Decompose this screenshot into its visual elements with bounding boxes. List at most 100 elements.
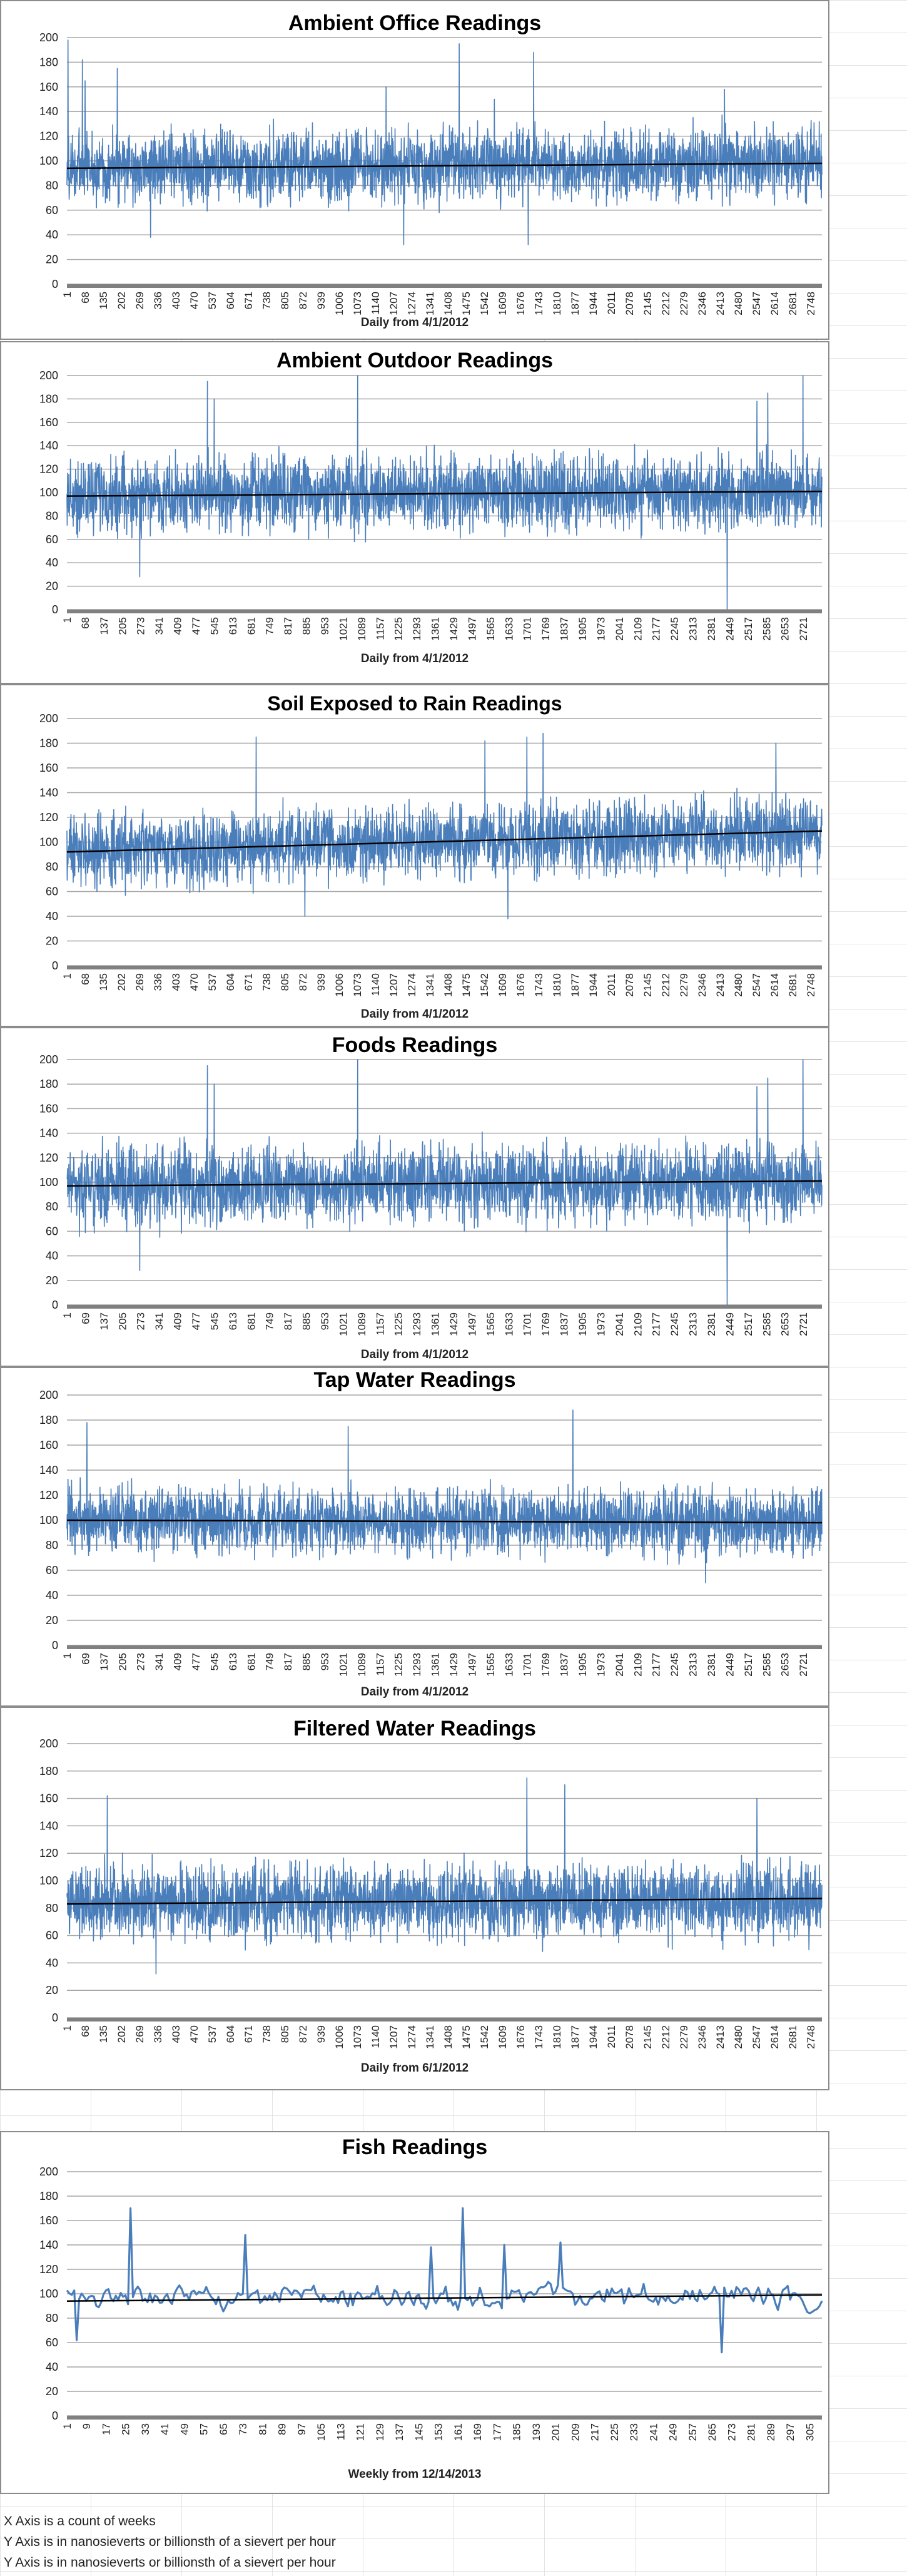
chart-title: Tap Water Readings [313, 1368, 515, 1392]
x-tick-label: 193 [530, 2423, 542, 2441]
x-tick-label: 1073 [352, 2025, 363, 2049]
x-tick-label: 738 [261, 973, 273, 991]
y-tick-label: 40 [46, 228, 58, 241]
x-tick-label: 1 [61, 2423, 73, 2429]
x-tick-label: 2145 [642, 292, 654, 315]
series-line [66, 1059, 823, 1306]
y-tick-label: 140 [39, 1127, 58, 1140]
x-tick-label: 1274 [406, 2025, 418, 2049]
y-tick-label: 160 [39, 1792, 58, 1805]
x-tick-label: 1676 [515, 2025, 527, 2049]
x-tick-label: 1565 [485, 1312, 497, 1336]
x-tick-label: 202 [116, 292, 128, 309]
x-tick-label: 1944 [587, 2025, 599, 2049]
x-tick-label: 1073 [352, 292, 363, 315]
x-tick-label: 1157 [374, 617, 386, 640]
chart-panel: Soil Exposed to Rain Readings 0 20 40 60 80 10… [0, 684, 829, 1027]
y-tick-label: 20 [46, 1274, 58, 1287]
y-tick-label: 60 [46, 204, 58, 217]
x-tick-label: 2145 [642, 973, 654, 997]
x-tick-label: 953 [319, 1653, 331, 1670]
x-tick-label: 68 [79, 973, 91, 985]
x-tick-label: 1408 [442, 973, 454, 997]
x-tick-label: 49 [178, 2423, 190, 2435]
x-tick-label: 1 [61, 973, 73, 979]
x-tick-label: 2078 [624, 2025, 636, 2049]
x-tick-label: 1 [61, 1653, 73, 1659]
x-tick-label: 2413 [714, 2025, 726, 2049]
x-tick-label: 1157 [374, 1653, 386, 1676]
x-tick-label: 1 [61, 1312, 73, 1318]
x-tick-label: 681 [245, 617, 257, 635]
x-tick-label: 217 [589, 2423, 601, 2441]
x-tick-label: 2614 [769, 292, 781, 315]
x-tick-label: 305 [804, 2423, 816, 2441]
x-tick-label: 1006 [333, 973, 345, 997]
x-tick-label: 2381 [706, 1312, 717, 1336]
x-tick-label: 1905 [577, 1312, 589, 1336]
x-tick-label: 185 [511, 2423, 523, 2441]
x-tick-label: 2681 [787, 292, 799, 315]
x-tick-label: 604 [225, 2025, 236, 2043]
x-tick-label: 477 [190, 1312, 202, 1330]
x-tick-label: 2041 [614, 1653, 626, 1677]
x-tick-label: 2381 [706, 1653, 717, 1677]
x-tick-label: 1341 [424, 2025, 436, 2049]
x-tick-label: 2212 [660, 2025, 672, 2049]
y-tick-label: 20 [46, 580, 58, 593]
x-tick-label: 1905 [577, 1653, 589, 1677]
x-tick-label: 341 [153, 1653, 165, 1670]
y-tick-label: 200 [39, 1737, 58, 1750]
x-tick-label: 145 [413, 2423, 425, 2441]
x-tick-label: 97 [296, 2423, 308, 2435]
x-tick-label: 749 [264, 1653, 276, 1670]
y-tick-label: 100 [39, 2287, 58, 2300]
chart-svg: Fish Readings 0 20 40 60 80 100 120 140 160 180 200… [39, 2135, 823, 2481]
y-tick-label: 180 [39, 1414, 58, 1426]
y-tick-label: 120 [39, 2263, 58, 2276]
x-tick-label: 885 [301, 1653, 313, 1670]
x-tick-label: 281 [746, 2423, 758, 2441]
x-tick-label: 137 [393, 2423, 405, 2441]
series-line [66, 1409, 823, 1583]
x-tick-label: 205 [116, 617, 128, 635]
x-tick-label: 1021 [337, 1312, 349, 1336]
x-tick-label: 2245 [669, 617, 681, 641]
y-tick-label: 100 [39, 486, 58, 499]
x-tick-label: 1157 [374, 1312, 386, 1336]
x-tick-label: 2078 [624, 292, 636, 315]
trend-line [66, 830, 823, 853]
y-tick-label: 0 [52, 2011, 58, 2024]
x-tick-label: 161 [452, 2423, 464, 2441]
x-tick-label: 2177 [651, 1653, 662, 1677]
x-tick-label: 341 [153, 1312, 165, 1330]
y-tick-label: 0 [52, 278, 58, 290]
x-tick-label: 2721 [798, 617, 809, 641]
chart-panel: Ambient Outdoor Readings 0 20 40 60 80 100 120 1… [0, 341, 829, 684]
x-tick-label: 1021 [337, 1653, 349, 1677]
x-tick-label: 2313 [687, 617, 699, 641]
x-tick-label: 69 [79, 1312, 91, 1324]
x-tick-label: 33 [139, 2423, 151, 2435]
x-tick-label: 269 [134, 292, 146, 309]
x-tick-label: 1073 [352, 973, 363, 997]
chart-title: Ambient Office Readings [288, 11, 541, 35]
y-tick-label: 0 [52, 959, 58, 972]
y-tick-label: 140 [39, 105, 58, 118]
x-tick-label: 73 [237, 2423, 249, 2435]
x-tick-label: 1497 [466, 1653, 478, 1677]
y-tick-label: 160 [39, 81, 58, 93]
x-tick-label: 2346 [696, 973, 708, 997]
x-tick-label: 1810 [551, 973, 563, 997]
y-tick-label: 40 [46, 910, 58, 923]
y-tick-label: 60 [46, 1564, 58, 1577]
x-tick-label: 153 [433, 2423, 445, 2441]
x-axis-label: Daily from 4/1/2012 [361, 1685, 469, 1699]
x-tick-label: 2653 [779, 617, 791, 641]
y-tick-label: 20 [46, 1984, 58, 1996]
x-tick-label: 2109 [632, 1312, 644, 1336]
x-tick-label: 1542 [479, 973, 490, 997]
x-tick-label: 953 [319, 617, 331, 635]
x-tick-label: 273 [135, 617, 147, 635]
x-tick-label: 1293 [411, 617, 423, 641]
